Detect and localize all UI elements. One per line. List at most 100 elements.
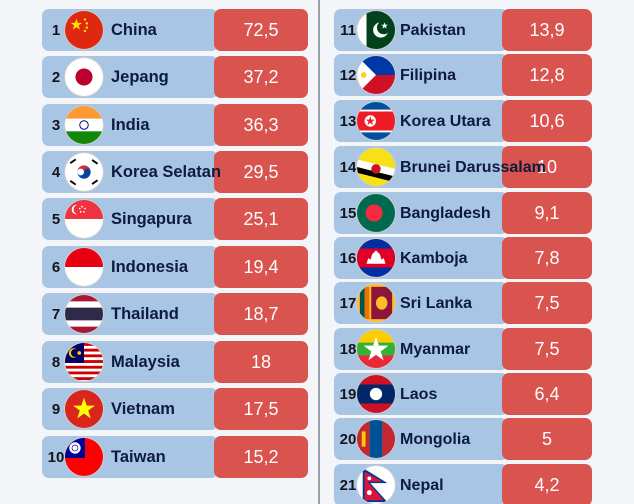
value-cell: 72,5 [214,9,308,51]
value-cell: 25,1 [214,198,308,240]
north-korea-flag-icon [356,101,396,141]
country-name: Laos [400,385,438,403]
india-flag-icon [64,105,104,145]
value-cell: 4,2 [502,464,592,504]
country-name: Pakistan [400,21,466,39]
brunei-flag-icon [356,147,396,187]
rank-number: 21 [339,476,357,494]
rank-number: 11 [340,21,356,39]
thailand-flag-icon [64,294,104,334]
sri-lanka-flag-icon [356,283,396,323]
country-name: Korea Selatan [111,162,222,181]
laos-flag-icon [356,374,396,414]
country-name: Nepal [400,476,444,494]
country-name: Mongolia [400,430,471,448]
value-cell: 7,5 [502,282,592,324]
country-name: Filipina [400,66,456,84]
rank-number: 8 [51,353,61,371]
country-name: Malaysia [111,352,180,371]
list-item: 19,4 6 Indonesia [42,246,308,288]
value-cell: 5 [502,418,592,460]
country-name: Vietnam [111,399,175,418]
bangladesh-flag-icon [356,193,396,233]
value-cell: 36,3 [214,104,308,146]
list-item: 37,2 2 Jepang [42,56,308,98]
philippines-flag-icon [356,55,396,95]
value-cell: 12,8 [502,54,592,96]
list-item: 72,5 1 China [42,9,308,51]
value-cell: 17,5 [214,388,308,430]
rank-number: 5 [51,210,61,228]
rank-number: 4 [51,163,61,181]
rank-number: 10 [47,448,65,466]
country-name: China [111,20,157,39]
country-name: India [111,115,150,134]
south-korea-flag-icon [64,152,104,192]
mongolia-flag-icon [356,419,396,459]
value-cell: 7,5 [502,328,592,370]
list-item: 18,7 7 Thailand [42,293,308,335]
country-name: Jepang [111,67,169,86]
rank-number: 12 [339,66,357,84]
indonesia-flag-icon [64,247,104,287]
country-name: Taiwan [111,447,166,466]
rank-number: 16 [339,249,357,267]
list-item: 7,5 17 Sri Lanka [334,282,592,324]
china-flag-icon [64,10,104,50]
list-item: 5 20 Mongolia [334,418,592,460]
value-cell: 19,4 [214,246,308,288]
vietnam-flag-icon [64,389,104,429]
country-name: Brunei Darussalam [400,158,546,176]
value-cell: 7,8 [502,237,592,279]
rank-number: 14 [339,158,357,176]
list-item: 29,5 4 Korea Selatan [42,151,308,193]
list-item: 25,1 5 Singapura [42,198,308,240]
rank-number: 13 [339,112,357,130]
myanmar-flag-icon [356,329,396,369]
rank-number: 6 [51,258,61,276]
list-item: 18 8 Malaysia [42,341,308,383]
japan-flag-icon [64,57,104,97]
taiwan-flag-icon [64,437,104,477]
list-item: 13,9 11 Pakistan [334,9,592,51]
column-divider [318,0,320,504]
rank-number: 1 [51,21,61,39]
country-name: Korea Utara [400,112,491,130]
country-name: Sri Lanka [400,294,473,312]
rank-number: 18 [339,340,357,358]
singapore-flag-icon [64,199,104,239]
list-item: 10 14 Brunei Darussalam [334,146,592,188]
rank-number: 15 [339,204,357,222]
rank-number: 7 [51,305,61,323]
pakistan-flag-icon [356,10,396,50]
cambodia-flag-icon [356,238,396,278]
list-item: 17,5 9 Vietnam [42,388,308,430]
list-item: 36,3 3 India [42,104,308,146]
value-cell: 18,7 [214,293,308,335]
rank-number: 20 [339,430,357,448]
list-item: 10,6 13 Korea Utara [334,100,592,142]
country-name: Kamboja [400,249,468,267]
rank-number: 17 [339,294,357,312]
value-cell: 37,2 [214,56,308,98]
list-item: 7,8 16 Kamboja [334,237,592,279]
country-name: Singapura [111,209,192,228]
country-name: Thailand [111,304,179,323]
rank-number: 9 [51,400,61,418]
country-name: Indonesia [111,257,189,276]
value-cell: 9,1 [502,192,592,234]
rank-number: 3 [51,116,61,134]
list-item: 7,5 18 Myanmar [334,328,592,370]
value-cell: 10 [502,146,592,188]
list-item: 6,4 19 Laos [334,373,592,415]
value-cell: 29,5 [214,151,308,193]
list-item: 9,1 15 Bangladesh [334,192,592,234]
rank-number: 19 [339,385,357,403]
list-item: 15,2 10 Taiwan [42,436,308,478]
list-item: 12,8 12 Filipina [334,54,592,96]
value-cell: 10,6 [502,100,592,142]
country-name: Bangladesh [400,204,491,222]
value-cell: 18 [214,341,308,383]
value-cell: 15,2 [214,436,308,478]
list-item: 4,2 21 Nepal [334,464,592,504]
